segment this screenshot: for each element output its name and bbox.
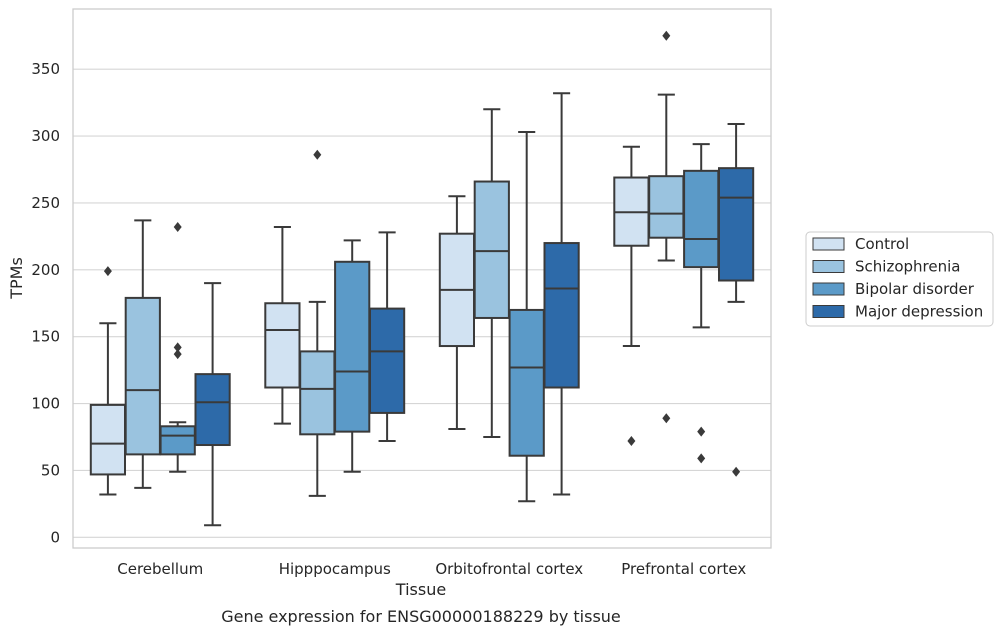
y-tick-label: 150: [31, 328, 60, 346]
outlier-point: [697, 426, 706, 437]
outlier-point: [732, 466, 741, 477]
iqr-box: [508, 308, 545, 457]
iqr-box: [717, 167, 755, 282]
outlier-point: [173, 349, 182, 360]
iqr-box: [159, 425, 196, 456]
box-schizophrenia: [299, 149, 336, 497]
legend-frame: [805, 231, 994, 327]
box-major-depression: [194, 282, 231, 527]
box-major-depression: [543, 92, 580, 496]
box-control: [264, 226, 301, 425]
box-bipolar-disorder: [508, 131, 545, 503]
legend: Control Schizophrenia Bipolar disorder Majo…: [805, 231, 994, 327]
outlier-point: [173, 342, 182, 353]
x-axis-ticks: Cerebellum Hipppocampus Orbitofrontal cort…: [117, 560, 746, 578]
outlier-point: [313, 149, 322, 160]
x-axis-label: Tissue: [395, 580, 446, 599]
box-schizophrenia: [648, 30, 685, 424]
iqr-box: [368, 307, 406, 414]
y-tick-label: 350: [31, 60, 60, 78]
box-bipolar-disorder: [159, 222, 196, 473]
y-tick-label: 250: [31, 194, 60, 212]
box-series-group: [89, 30, 755, 527]
outlier-point: [627, 436, 636, 447]
box-major-depression: [717, 123, 755, 477]
box-control: [613, 145, 650, 447]
legend-swatch: [812, 282, 845, 296]
legend-label: Major depression: [855, 303, 983, 321]
y-tick-label: 300: [31, 127, 60, 145]
y-tick-label: 50: [41, 461, 60, 479]
x-tick-label: Prefrontal cortex: [621, 560, 746, 578]
iqr-box: [264, 302, 301, 389]
iqr-box: [124, 296, 161, 456]
iqr-box: [648, 175, 685, 239]
box-bipolar-disorder: [683, 143, 720, 464]
y-axis-ticks: 0 50 100 150 200 250 300 350: [31, 60, 60, 546]
gridlines: [73, 68, 771, 538]
x-tick-label: Orbitofrontal cortex: [435, 560, 583, 578]
y-tick-label: 0: [50, 528, 60, 546]
legend-swatch: [812, 260, 845, 273]
box-major-depression: [368, 231, 406, 443]
legend-swatch: [812, 237, 845, 251]
box-control: [438, 195, 476, 430]
outlier-point: [662, 30, 671, 41]
plot-area-frame: [72, 8, 772, 549]
box-schizophrenia: [124, 219, 161, 489]
box-schizophrenia: [473, 108, 510, 438]
outlier-point: [103, 266, 112, 277]
iqr-box: [683, 169, 720, 269]
iqr-box: [543, 242, 580, 389]
x-tick-label: Hipppocampus: [279, 560, 391, 578]
y-tick-label: 200: [31, 261, 60, 279]
legend-swatch: [812, 305, 845, 318]
iqr-box: [194, 373, 231, 447]
chart-caption: Gene expression for ENSG00000188229 by t…: [221, 607, 621, 626]
iqr-box: [299, 350, 336, 436]
outlier-point: [697, 453, 706, 464]
outlier-point: [173, 222, 182, 233]
legend-label: Bipolar disorder: [855, 280, 975, 298]
iqr-box: [473, 180, 510, 319]
iqr-box: [334, 260, 371, 433]
x-tick-label: Cerebellum: [117, 560, 203, 578]
legend-label: Schizophrenia: [855, 258, 960, 276]
box-bipolar-disorder: [334, 239, 371, 473]
legend-label: Control: [855, 235, 909, 253]
outlier-point: [662, 413, 671, 424]
y-tick-label: 100: [31, 395, 60, 413]
iqr-box: [89, 403, 127, 476]
box-control: [89, 266, 127, 496]
y-axis-label: TPMs: [7, 257, 26, 300]
